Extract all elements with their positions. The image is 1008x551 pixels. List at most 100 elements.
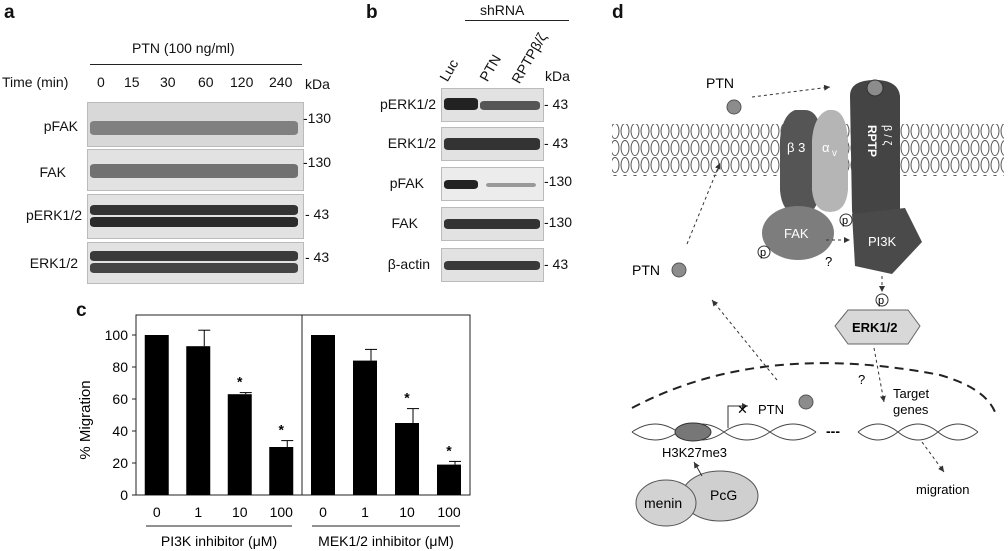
y-axis-label: % Migration bbox=[77, 380, 94, 459]
kda-erk-b: - 43 bbox=[544, 135, 569, 151]
row-label-perk-a: pERK1/2 bbox=[25, 207, 82, 223]
pi3k-label: PI3K bbox=[868, 234, 897, 249]
y-tick-label: 60 bbox=[112, 391, 128, 407]
bar-0-0 bbox=[144, 335, 169, 495]
x-axis-label-1: MEK1/2 inhibitor (μM) bbox=[318, 533, 454, 549]
y-tick-label: 80 bbox=[112, 359, 128, 375]
nuclear-envelope bbox=[631, 362, 996, 413]
bar-1-3 bbox=[437, 464, 461, 495]
bar-0-1 bbox=[186, 346, 211, 495]
blot-fak-b bbox=[441, 207, 544, 241]
x-axis-label-0: PI3K inhibitor (μM) bbox=[161, 533, 277, 549]
time-240: 240 bbox=[269, 74, 293, 90]
alphav-sub-label: v bbox=[832, 148, 837, 159]
dna-helix-left bbox=[631, 423, 817, 441]
kda-pfak-b: -130 bbox=[544, 173, 573, 189]
blot-fak-a bbox=[87, 149, 304, 191]
shrna-label: shRNA bbox=[480, 2, 525, 18]
h3k27me3-nucleosome bbox=[674, 422, 712, 442]
pathway-diagram: PTN β 3 α v RPTP β / ζ FAK p p PI3K ? p … bbox=[612, 75, 1004, 527]
y-tick-label: 20 bbox=[112, 455, 128, 471]
erk-node bbox=[834, 309, 921, 345]
kda-actin-b: - 43 bbox=[544, 256, 569, 272]
alphav-integrin bbox=[812, 110, 848, 212]
rptp-label: RPTP bbox=[865, 125, 879, 157]
x-tick-label: 10 bbox=[399, 504, 415, 520]
treatment-label: PTN (100 ng/ml) bbox=[132, 40, 235, 56]
bar-0-2 bbox=[227, 394, 252, 495]
time-axis-label: Time (min) bbox=[2, 74, 69, 90]
target-genes-label-1: Target bbox=[893, 386, 930, 401]
bar-1-2 bbox=[395, 423, 419, 495]
phospho-fak-2: p bbox=[760, 247, 766, 259]
x-tick-label: 100 bbox=[437, 504, 461, 520]
bar-1-1 bbox=[353, 360, 377, 495]
x-tick-label: 1 bbox=[194, 504, 202, 520]
dna-helix-right bbox=[857, 423, 979, 441]
blot-pfak-b bbox=[441, 167, 544, 201]
pi3k-node bbox=[852, 208, 922, 274]
dna-gap-dashes: --- bbox=[826, 423, 840, 439]
time-120: 120 bbox=[230, 74, 254, 90]
row-label-perk-b: pERK1/2 bbox=[379, 96, 436, 112]
blot-erk-b bbox=[441, 127, 544, 161]
fak-label: FAK bbox=[784, 226, 809, 241]
ptn-gene-label: PTN bbox=[758, 402, 784, 417]
chart-axes bbox=[132, 314, 471, 527]
time-30: 30 bbox=[160, 74, 176, 90]
row-label-erk-a: ERK1/2 bbox=[29, 255, 78, 271]
rptp-sub-label: β / ζ bbox=[881, 125, 893, 145]
time-0: 0 bbox=[97, 74, 105, 90]
alphav-label: α bbox=[822, 140, 830, 155]
chart-bars bbox=[144, 329, 461, 495]
panel-c-label: c bbox=[76, 300, 87, 321]
row-label-fak-a: FAK bbox=[39, 164, 66, 180]
x-tick-label: 0 bbox=[153, 504, 161, 520]
kda-header-b: kDa bbox=[545, 68, 570, 84]
time-60: 60 bbox=[198, 74, 214, 90]
x-tick-label: 10 bbox=[232, 504, 248, 520]
y-tick-label: 100 bbox=[105, 327, 129, 343]
y-tick-label: 40 bbox=[112, 423, 128, 439]
significance-star: * bbox=[446, 442, 452, 458]
blot-perk-b bbox=[441, 88, 544, 122]
row-label-erk-b: ERK1/2 bbox=[387, 135, 436, 151]
ptn-ligand-top bbox=[726, 99, 742, 115]
blot-perk-a bbox=[87, 194, 304, 239]
bar-0-3 bbox=[269, 447, 294, 495]
question-fak-pi3k: ? bbox=[825, 254, 832, 269]
ptn-ligand-left bbox=[671, 262, 687, 278]
x-tick-label: 0 bbox=[319, 504, 327, 520]
panel-a-label: a bbox=[4, 2, 15, 23]
erk-label: ERK1/2 bbox=[852, 320, 898, 335]
panel-d-label: d bbox=[612, 2, 624, 23]
panel-b-label: b bbox=[366, 2, 378, 23]
blot-pfak-a bbox=[87, 102, 304, 147]
beta3-integrin bbox=[780, 110, 822, 215]
rptp-receptor bbox=[850, 80, 900, 225]
significance-star: * bbox=[237, 374, 243, 390]
question-erk-genes: ? bbox=[858, 372, 865, 387]
row-label-pfak-b: pFAK bbox=[389, 175, 424, 191]
ptn-top-label: PTN bbox=[706, 75, 734, 91]
subchart-frame-1 bbox=[301, 314, 471, 496]
kda-pfak-a: -130 bbox=[303, 110, 332, 126]
row-label-fak-b: FAK bbox=[391, 215, 418, 231]
treatment-line bbox=[90, 64, 302, 65]
migration-label: migration bbox=[916, 482, 969, 497]
x-tick-label: 1 bbox=[361, 504, 369, 520]
kda-erk-a: - 43 bbox=[305, 249, 330, 265]
ptn-ligand-nuclear bbox=[798, 394, 814, 410]
x-tick-label: 100 bbox=[270, 504, 294, 520]
bar-1-0 bbox=[311, 335, 335, 495]
row-label-actin-b: β-actin bbox=[387, 256, 430, 272]
y-tick-label: 0 bbox=[120, 487, 128, 503]
target-genes-label-2: genes bbox=[893, 402, 929, 417]
kda-perk-b: - 43 bbox=[544, 96, 569, 112]
menin-node bbox=[635, 479, 697, 527]
phospho-erk: p bbox=[878, 295, 884, 307]
blot-erk-a bbox=[87, 242, 304, 284]
menin-label: menin bbox=[644, 495, 682, 511]
